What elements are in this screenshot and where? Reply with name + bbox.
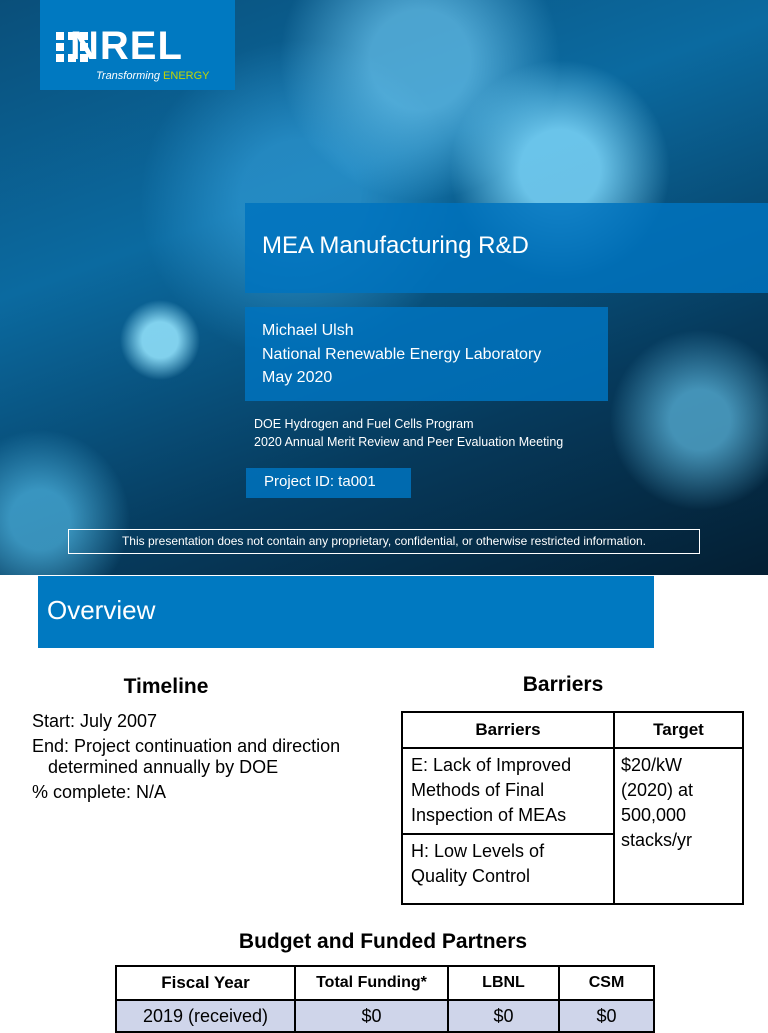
overview-slide: Overview Timeline Start: July 2007 End: … [0,575,768,1033]
project-id: Project ID: ta001 [264,473,376,490]
overview-title: Overview [47,595,156,625]
logo-tagline: Transforming ENERGY [96,70,210,82]
header-cell: Total Funding* [294,965,449,1001]
program-line: 2020 Annual Merit Review and Peer Evalua… [254,435,564,449]
table-cell: $0 [447,999,560,1033]
table-cell: 2019 (received) [115,999,296,1033]
logo-text: NREL [70,24,183,68]
table-row: 2019 (received) $0 $0 $0 [115,999,655,1033]
header-cell: Target [613,711,744,749]
table-cell: $0 [294,999,449,1033]
timeline-heading: Timeline [123,675,209,698]
overview-header [38,576,654,648]
title-slide: NREL Transforming ENERGY MEA Manufacturi… [0,0,768,575]
program-block: DOE Hydrogen and Fuel Cells Program 2020… [254,415,563,451]
table-cell: $0 [558,999,655,1033]
budget-table: Fiscal Year Total Funding* LBNL CSM 2019… [115,965,655,1033]
barriers-table: Barriers Target E: Lack of Improved Meth… [401,711,744,905]
program-line: DOE Hydrogen and Fuel Cells Program [254,417,474,431]
table-cell: H: Low Levels of Quality Control [401,833,615,905]
header-cell: Fiscal Year [115,965,296,1001]
barriers-heading: Barriers [522,673,604,696]
table-cell: $20/kW (2020) at 500,000 stacks/yr [613,747,744,905]
table-row: H: Low Levels of Quality Control [401,833,743,905]
tagline: Transforming [96,70,160,82]
project-box [246,468,411,498]
table-row: E: Lack of Improved Methods of Final Ins… [401,747,744,905]
header-cell: Barriers [401,711,615,749]
timeline-item: Start: July 2007 [32,711,158,731]
timeline-item: % complete: N/A [32,782,167,802]
header-cell: CSM [558,965,655,1001]
header-cell: LBNL [447,965,560,1001]
author-line: Michael Ulsh [262,322,354,339]
tagline-accent: ENERGY [163,70,210,82]
author-block: Michael Ulsh National Renewable Energy L… [262,319,541,390]
author-line: National Renewable Energy Laboratory [262,345,542,363]
title-box [245,203,768,293]
budget-heading: Budget and Funded Partners [238,930,528,953]
disclaimer: This presentation does not contain any p… [68,529,700,554]
author-line: May 2020 [262,369,333,386]
table-header: Barriers Target [401,711,744,749]
table-header: Fiscal Year Total Funding* LBNL CSM [115,965,655,1001]
logo-icon [56,32,88,62]
timeline-list: Start: July 2007 End: Project continuati… [32,711,352,803]
timeline-item: End: Project continuation and direction … [32,736,341,777]
table-cell: E: Lack of Improved Methods of Final Ins… [401,747,615,835]
author-box [245,307,608,401]
logo-box [40,0,235,90]
slide-title: MEA Manufacturing R&D [262,232,529,259]
